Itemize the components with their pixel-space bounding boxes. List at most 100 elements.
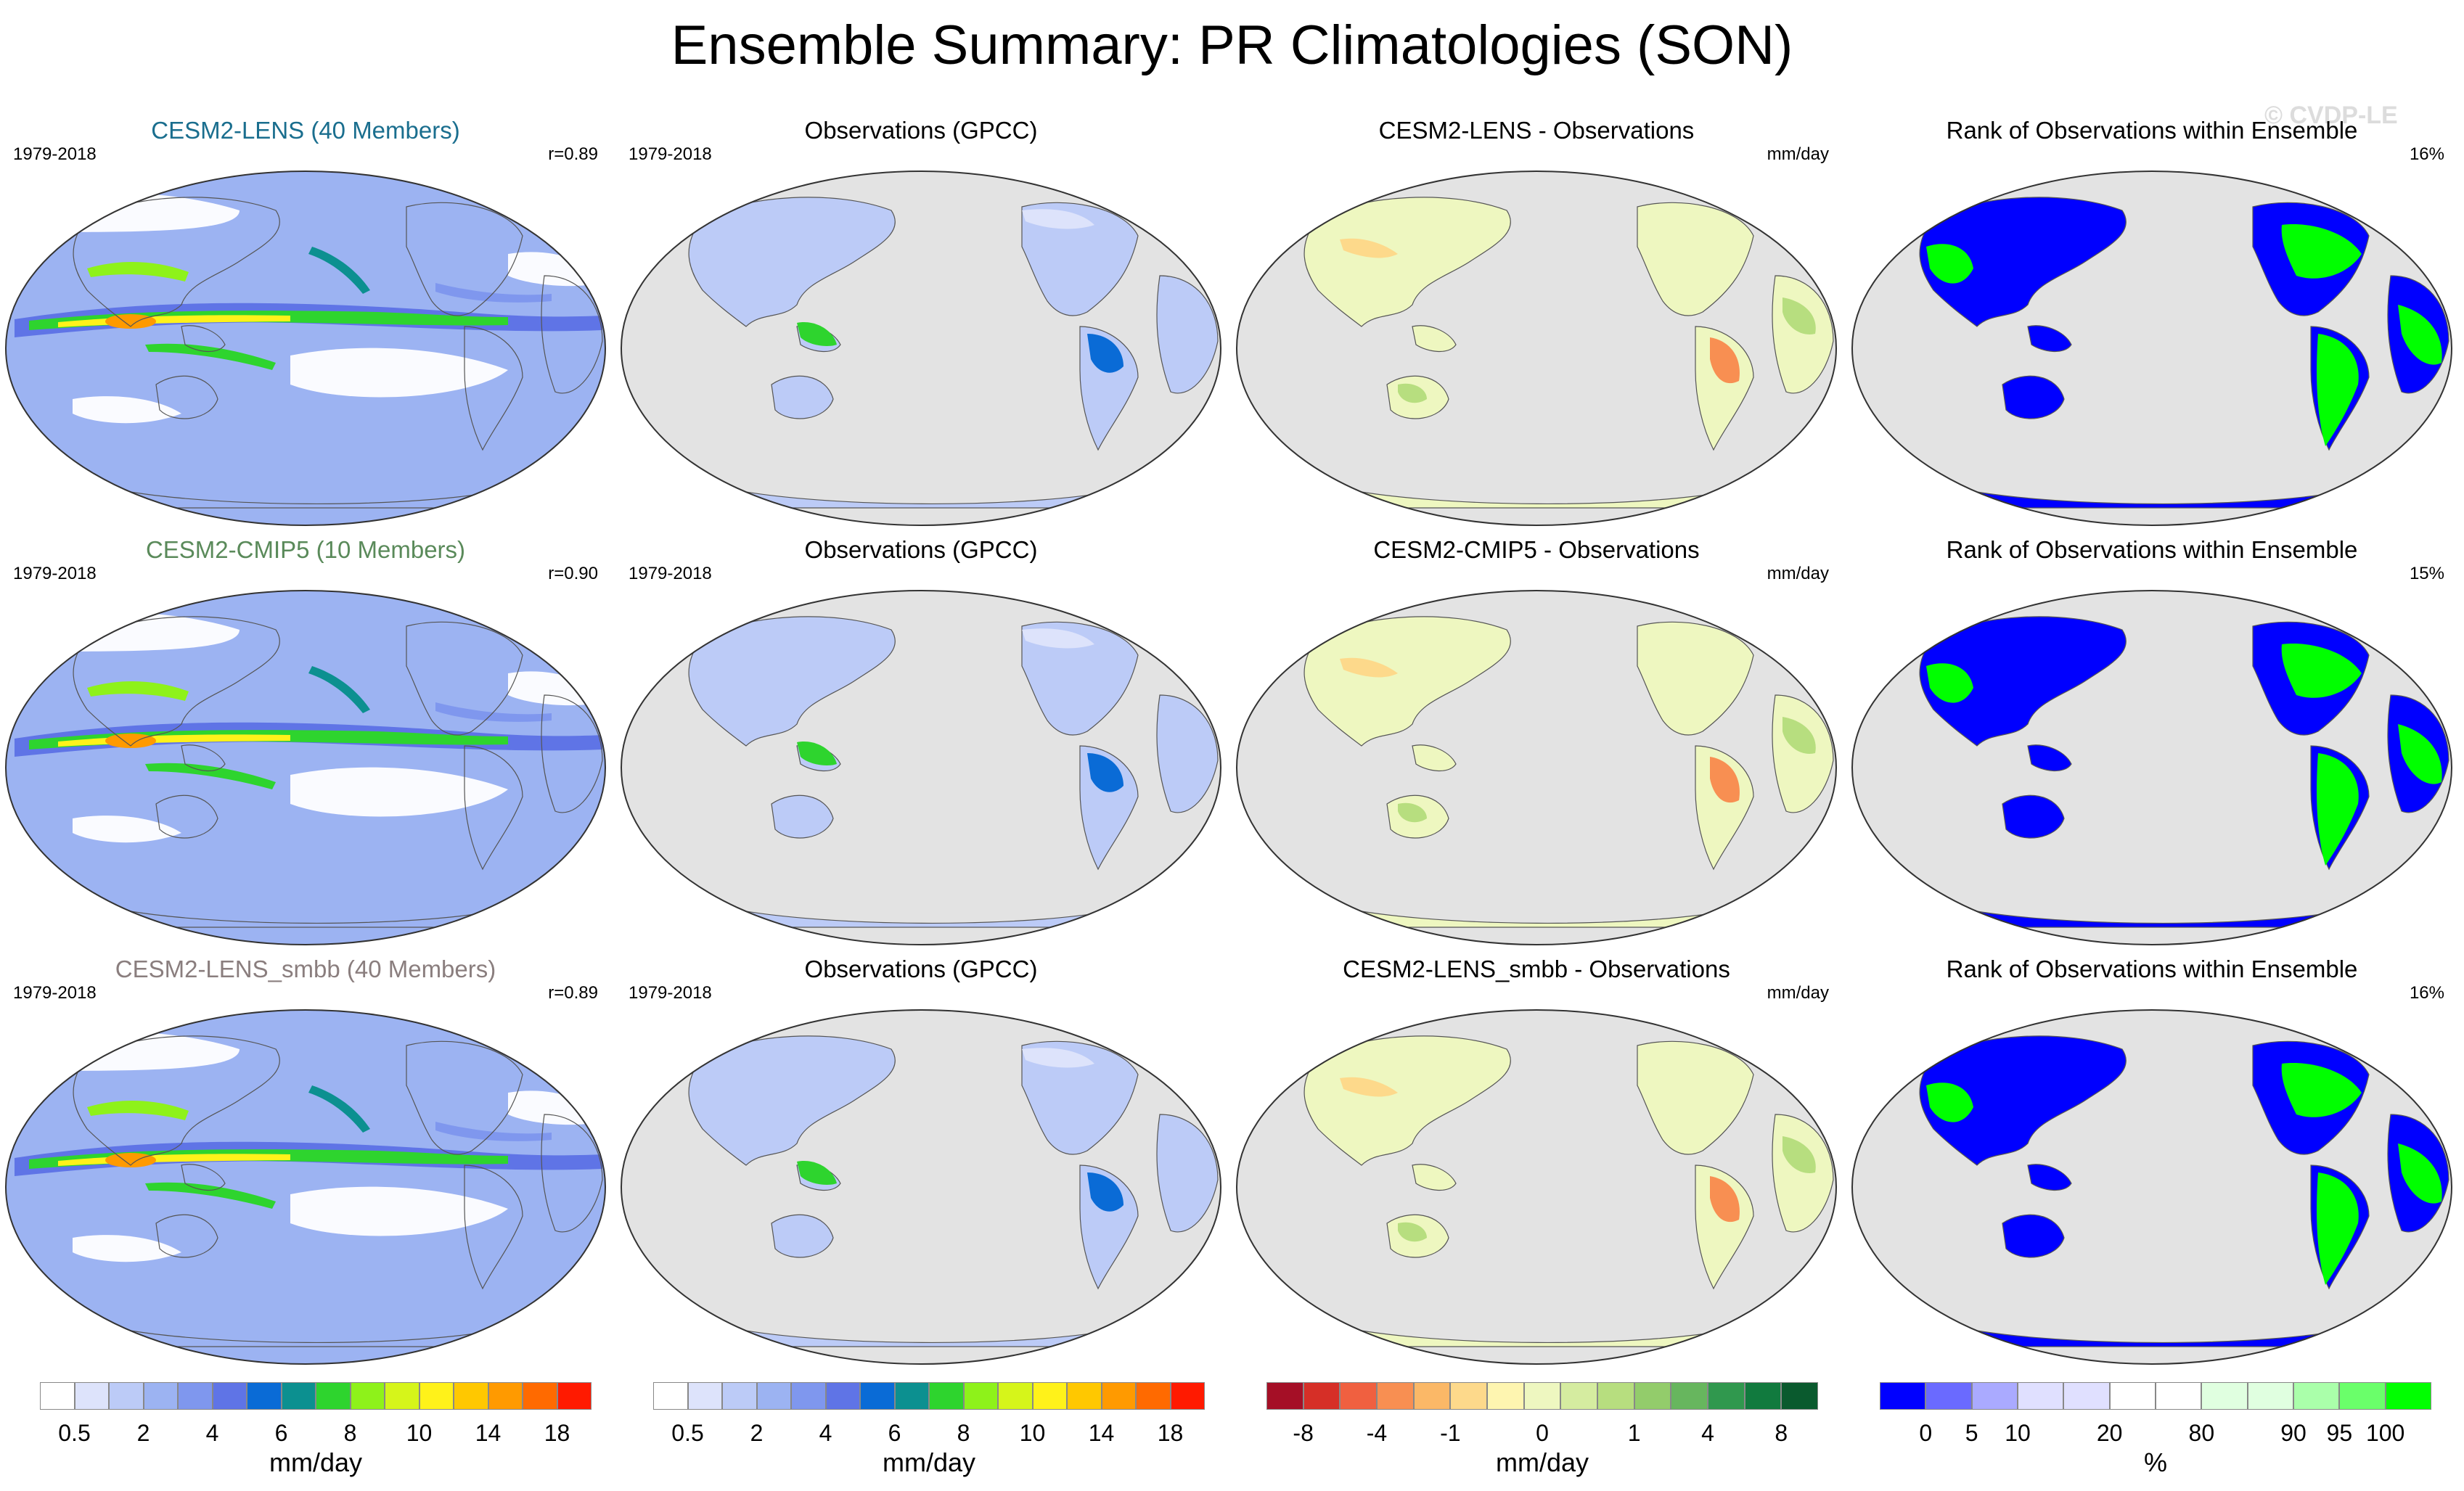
panel-period-label: 1979-2018	[629, 983, 712, 1003]
colorbar-boxes	[1266, 1382, 1819, 1410]
colorbar-swatch	[929, 1382, 964, 1410]
continent-namerica	[1637, 202, 1754, 316]
ocean-background	[6, 171, 605, 525]
continent-namerica	[1637, 621, 1754, 736]
continent-africa	[1156, 1114, 1219, 1233]
colorbar-tick-label: 10	[2005, 1420, 2031, 1446]
colorbar-tick-label: -4	[1366, 1420, 1388, 1446]
colorbar-swatch	[825, 1382, 860, 1410]
colorbar-swatch	[998, 1382, 1033, 1410]
ocean-background	[1237, 1010, 1836, 1364]
colorbar-swatch	[1067, 1382, 1102, 1410]
colorbar-swatch	[1880, 1382, 1926, 1410]
colorbar-swatch	[74, 1382, 109, 1410]
panel-stat-label: r=0.90	[548, 564, 598, 583]
colorbar-swatch	[1671, 1382, 1708, 1410]
colorbar-swatch	[1744, 1382, 1782, 1410]
world-map-diff	[1236, 171, 1837, 526]
colorbar-swatch	[454, 1382, 488, 1410]
world-map-rank	[1851, 1009, 2452, 1365]
colorbar-units: mm/day	[269, 1447, 363, 1477]
continent-asia	[73, 197, 280, 327]
panel-title: Rank of Observations within Ensemble	[1946, 956, 2358, 982]
panel-stat-label: mm/day	[1767, 144, 1829, 164]
world-map-diff	[1236, 590, 1837, 945]
colorbar-tick-label: 6	[274, 1420, 288, 1446]
continent-africa	[1156, 275, 1219, 394]
map-panel: Rank of Observations within Ensemble 16%	[1846, 116, 2457, 535]
continent-namerica	[1637, 1040, 1754, 1155]
colorbar-swatch	[109, 1382, 144, 1410]
colorbar-swatch	[212, 1382, 247, 1410]
continent-namerica	[406, 202, 523, 316]
figure-title: Ensemble Summary: PR Climatologies (SON)	[671, 15, 1793, 76]
continent-asia	[1303, 1035, 1511, 1166]
continent-seasia	[1412, 325, 1457, 353]
continent-samerica	[464, 1165, 523, 1290]
panel-title: CESM2-LENS - Observations	[1378, 117, 1695, 144]
continent-seasia	[2027, 325, 2072, 353]
continent-namerica	[1021, 202, 1139, 316]
world-map-rank	[1851, 590, 2452, 945]
panel-stat-label: r=0.89	[548, 983, 598, 1003]
colorbar-swatch	[2063, 1382, 2110, 1410]
colorbar-swatch	[1413, 1382, 1451, 1410]
continent-namerica	[406, 1040, 523, 1155]
map-panel: Observations (GPCC) 1979-2018	[615, 955, 1227, 1374]
continent-australia	[771, 794, 834, 839]
panel-title: Rank of Observations within Ensemble	[1946, 536, 2358, 563]
colorbar-tick-label: -1	[1440, 1420, 1461, 1446]
colorbar-tick-label: 10	[1019, 1420, 1046, 1446]
colorbar-tick-label: 5	[1965, 1420, 1978, 1446]
panel-title: CESM2-LENS (40 Members)	[151, 117, 460, 144]
continent-asia	[73, 616, 280, 747]
watermark: © CVDP-LE	[2264, 102, 2398, 129]
colorbar-tick-row: 0 5 10 20 80 90 95 100	[1880, 1420, 2431, 1449]
continent-samerica	[464, 745, 523, 871]
panel-title: Observations (GPCC)	[804, 956, 1038, 982]
continent-namerica	[406, 621, 523, 736]
world-map-obs	[621, 590, 1221, 945]
colorbar-tick-label: 14	[475, 1420, 502, 1446]
colorbar-swatch	[143, 1382, 178, 1410]
map-panel: CESM2-CMIP5 (10 Members) 1979-2018 r=0.90	[0, 535, 611, 955]
colorbar-tick-label: 4	[205, 1420, 219, 1446]
colorbar-swatch	[178, 1382, 213, 1410]
continent-asia	[1919, 616, 2127, 747]
ocean-background	[1852, 171, 2452, 525]
continent-australia	[155, 375, 218, 419]
colorbar-swatch	[316, 1382, 351, 1410]
colorbar-swatch	[653, 1382, 688, 1410]
colorbar-swatch	[281, 1382, 316, 1410]
continent-asia	[73, 1035, 280, 1166]
colorbar-precip-obs: 0.5 2 4 6 8 10 14 18 mm/day	[653, 1382, 1205, 1484]
colorbar-swatch	[1032, 1382, 1067, 1410]
colorbar-swatch	[2201, 1382, 2248, 1410]
ocean-background	[1852, 591, 2452, 945]
colorbar-tick-label: 1	[1627, 1420, 1641, 1446]
colorbar-swatch	[1971, 1382, 2018, 1410]
continent-australia	[771, 1214, 834, 1258]
colorbar-tick-label: 8	[343, 1420, 357, 1446]
colorbar-swatch	[1634, 1382, 1671, 1410]
colorbar-swatch	[1340, 1382, 1378, 1410]
panel-period-label: 1979-2018	[629, 564, 712, 583]
world-map-model	[5, 1009, 606, 1365]
colorbar-swatch	[2017, 1382, 2064, 1410]
colorbar-swatch	[1170, 1382, 1205, 1410]
continent-asia	[1919, 1035, 2127, 1166]
continent-africa	[541, 275, 603, 394]
world-map-obs	[621, 171, 1221, 526]
colorbar-tick-label: 95	[2326, 1420, 2353, 1446]
colorbar-swatch	[488, 1382, 523, 1410]
continent-australia	[771, 375, 834, 419]
continent-asia	[688, 1035, 896, 1166]
colorbar-swatch	[247, 1382, 282, 1410]
map-panel: CESM2-CMIP5 - Observations mm/day	[1231, 535, 1842, 955]
colorbar-swatch	[2247, 1382, 2293, 1410]
continent-asia	[1303, 197, 1511, 327]
colorbar-swatch	[1925, 1382, 1972, 1410]
panel-title: Observations (GPCC)	[804, 117, 1038, 144]
colorbar-swatch	[40, 1382, 75, 1410]
ocean-background	[6, 591, 605, 945]
